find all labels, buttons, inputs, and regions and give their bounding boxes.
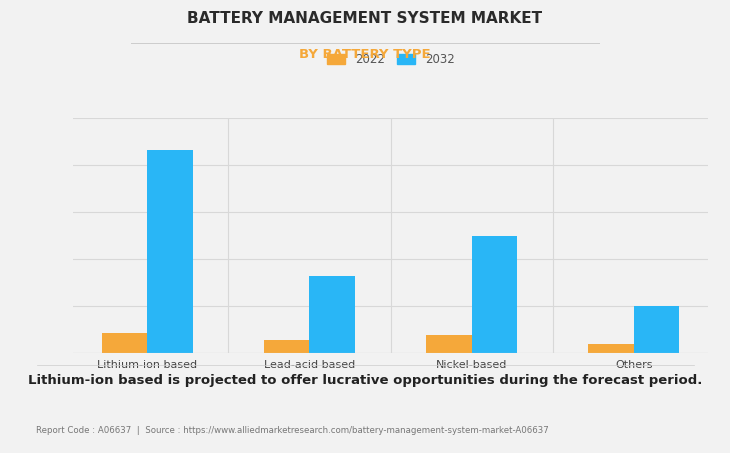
Bar	[102, 333, 147, 353]
Bar	[472, 236, 517, 353]
Bar	[634, 306, 679, 353]
Bar	[264, 340, 310, 353]
Legend: 2022, 2032: 2022, 2032	[322, 48, 459, 71]
Bar	[426, 335, 472, 353]
Text: Report Code : A06637  |  Source : https://www.alliedmarketresearch.com/battery-m: Report Code : A06637 | Source : https://…	[36, 426, 549, 435]
Bar	[147, 150, 193, 353]
Text: BY BATTERY TYPE: BY BATTERY TYPE	[299, 48, 431, 61]
Bar	[310, 276, 355, 353]
Text: Lithium-ion based is projected to offer lucrative opportunities during the forec: Lithium-ion based is projected to offer …	[28, 374, 702, 387]
Text: BATTERY MANAGEMENT SYSTEM MARKET: BATTERY MANAGEMENT SYSTEM MARKET	[188, 11, 542, 26]
Bar	[588, 344, 634, 353]
